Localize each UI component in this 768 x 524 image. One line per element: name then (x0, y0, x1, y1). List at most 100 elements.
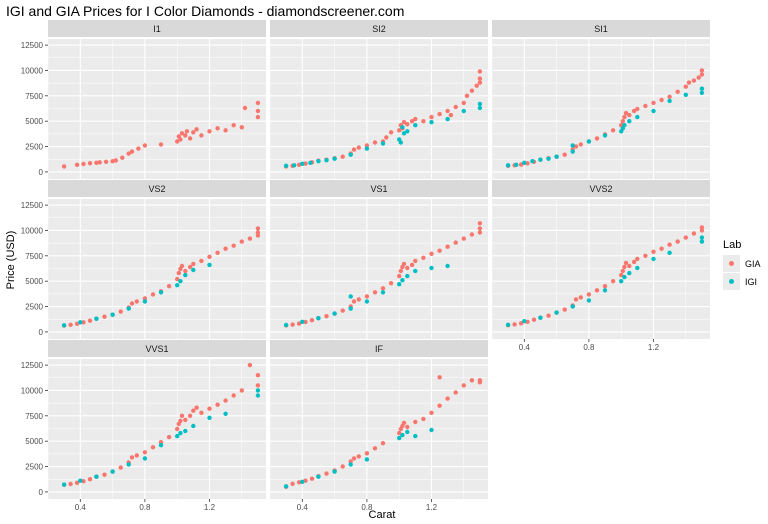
data-point-igi (348, 306, 353, 311)
data-point-igi (405, 273, 410, 279)
data-point-gia (194, 127, 199, 132)
data-point-igi (94, 474, 99, 479)
data-point-gia (364, 143, 370, 148)
data-point-gia (239, 125, 244, 130)
legend: Lab GIA IGI (723, 239, 761, 290)
data-point-igi (207, 262, 212, 268)
data-point-igi (178, 430, 183, 436)
data-point-igi (554, 310, 559, 315)
data-point-gia (477, 226, 483, 231)
data-point-gia (384, 135, 389, 140)
data-point-gia (380, 286, 386, 291)
data-point-igi (635, 114, 640, 120)
data-point-igi (651, 108, 656, 114)
data-point-gia (191, 261, 196, 267)
data-point-gia (686, 80, 692, 85)
y-tick-label: 5000 (25, 437, 43, 446)
facet-strip-label: IF (375, 344, 384, 354)
data-point-gia (477, 221, 483, 226)
data-point-gia (372, 140, 378, 145)
data-point-igi (191, 267, 196, 273)
data-point-gia (324, 314, 329, 319)
data-point-gia (61, 164, 67, 169)
data-point-gia (103, 159, 109, 164)
y-tick-label: 5000 (25, 277, 43, 286)
data-point-gia (602, 284, 608, 289)
data-point-gia (290, 481, 295, 486)
data-point-gia (142, 450, 148, 455)
data-point-igi (699, 86, 705, 91)
panel-background (270, 39, 488, 179)
data-point-gia (187, 264, 193, 270)
facet-strip-label: VVS2 (589, 184, 612, 194)
data-point-gia (356, 145, 361, 150)
data-point-gia (215, 126, 220, 131)
data-point-gia (351, 147, 357, 152)
data-point-igi (635, 265, 640, 271)
data-point-igi (142, 456, 148, 461)
data-point-gia (578, 295, 583, 300)
data-point-igi (255, 388, 261, 393)
data-point-gia (150, 445, 156, 450)
data-point-igi (183, 428, 188, 434)
data-point-igi (364, 299, 370, 304)
data-point-igi (699, 235, 705, 240)
data-point-igi (283, 484, 289, 489)
data-point-igi (429, 120, 434, 125)
data-point-gia (207, 254, 212, 259)
data-point-igi (627, 119, 632, 124)
data-point-gia (635, 106, 640, 112)
data-point-gia (421, 255, 426, 260)
data-point-gia (199, 410, 204, 415)
data-point-gia (397, 128, 402, 133)
data-point-gia (150, 292, 156, 297)
data-point-igi (522, 160, 527, 165)
data-point-gia (175, 426, 180, 432)
data-point-gia (255, 230, 261, 235)
x-axis-title: Carat (369, 509, 396, 521)
data-point-gia (409, 262, 415, 268)
data-point-gia (562, 307, 567, 312)
data-point-gia (223, 128, 228, 133)
facet-panel-vvs1: VVS1 0 2500 5000 7500 10000 12500 0.4 0.8 1.2 (21, 340, 266, 512)
facet-panel-si1: SI1 (491, 20, 710, 179)
data-point-igi (398, 140, 403, 145)
data-point-igi (332, 311, 337, 316)
data-point-igi (538, 157, 543, 162)
data-point-igi (348, 462, 353, 467)
data-point-gia (178, 418, 183, 424)
data-point-gia (194, 405, 199, 410)
data-point-gia (94, 160, 99, 165)
data-point-gia (594, 288, 600, 293)
data-point-gia (340, 308, 345, 313)
data-point-gia (247, 236, 253, 241)
data-point-gia (667, 94, 672, 100)
data-point-igi (400, 432, 405, 438)
facet-strip-label: VS1 (370, 184, 387, 194)
data-point-gia (158, 142, 164, 147)
data-point-gia (372, 290, 378, 295)
data-point-gia (290, 322, 295, 327)
data-point-gia (372, 446, 378, 451)
data-point-igi (413, 433, 418, 439)
data-point-igi (78, 320, 83, 325)
data-point-gia (255, 114, 261, 120)
data-point-igi (308, 160, 313, 165)
data-point-gia (643, 253, 648, 258)
facet-strip (48, 340, 266, 357)
data-point-gia (118, 465, 123, 470)
legend-marker-igi (729, 279, 734, 284)
data-point-igi (699, 90, 705, 96)
y-tick-label: 2500 (25, 463, 43, 472)
data-point-igi (380, 290, 386, 295)
data-point-gia (586, 292, 592, 297)
data-point-gia (81, 320, 86, 325)
data-point-gia (120, 155, 125, 160)
panel-background (492, 199, 710, 339)
data-point-gia (405, 424, 410, 430)
data-point-igi (283, 322, 289, 328)
data-point-igi (477, 101, 483, 107)
data-point-gia (667, 242, 672, 247)
data-point-gia (461, 383, 466, 388)
data-point-gia (215, 250, 220, 255)
